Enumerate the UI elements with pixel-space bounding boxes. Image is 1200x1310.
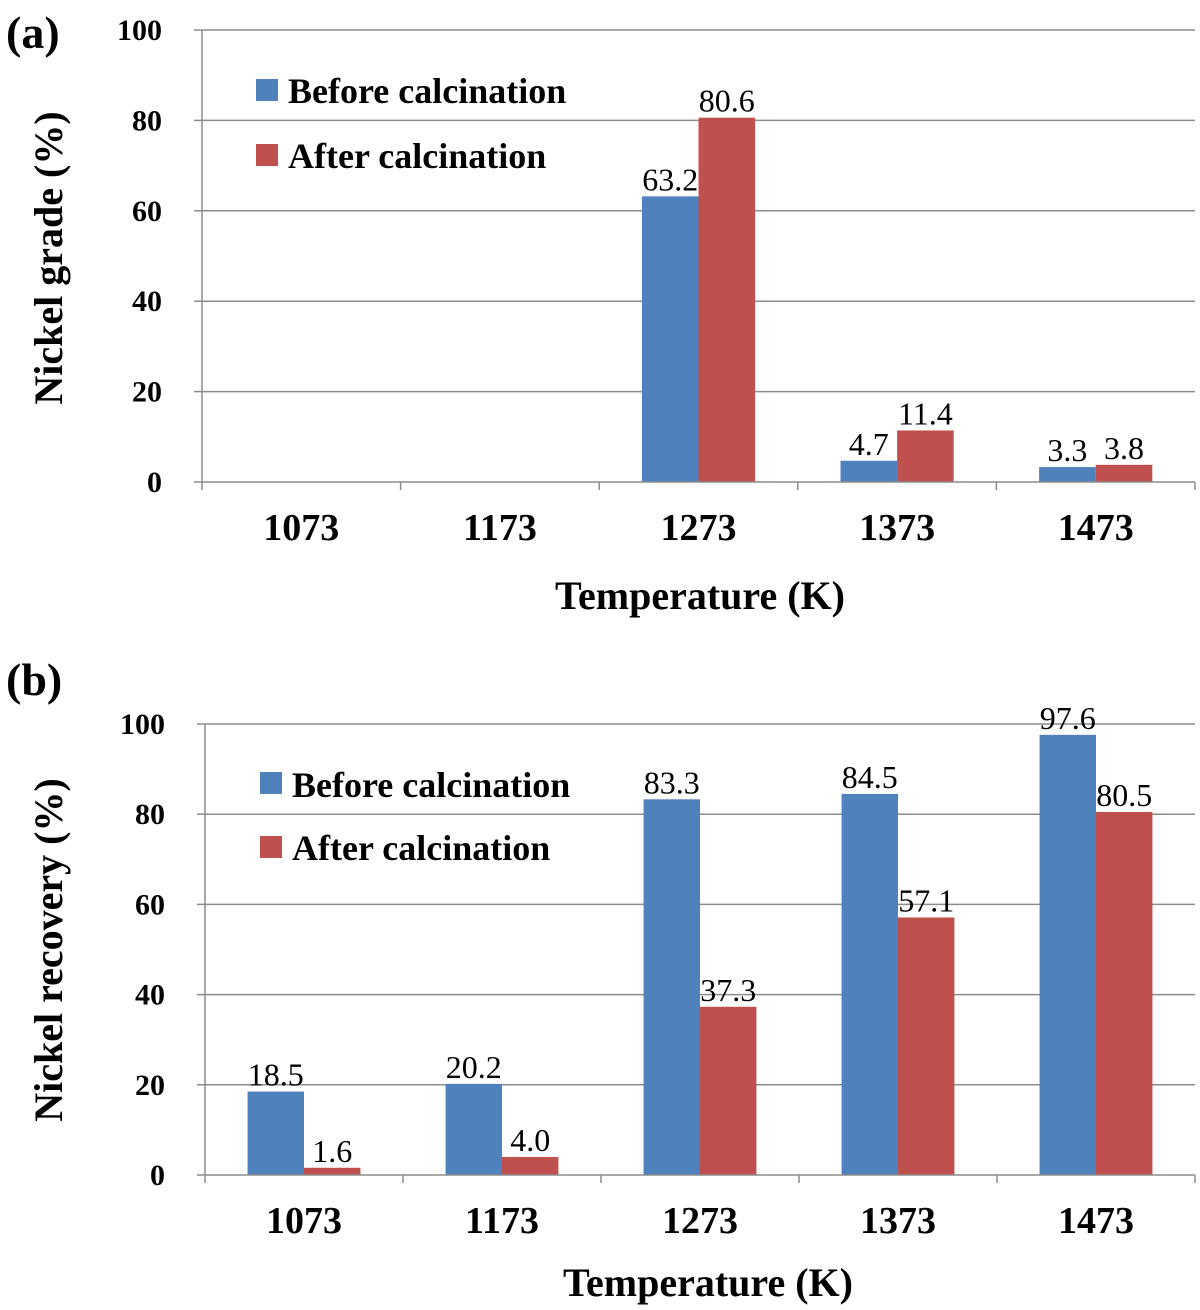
panel-b-data-label: 57.1 xyxy=(898,882,954,918)
panel-b-y-tick-label: 40 xyxy=(135,979,165,1012)
panel-a-x-tick-label: 1173 xyxy=(463,507,537,549)
panel-b-bar-before-1473 xyxy=(1039,734,1096,1175)
panel-a-y-tick-label: 60 xyxy=(132,195,162,228)
panel-a-bar-before-1373 xyxy=(840,460,898,482)
panel-b-label: (b) xyxy=(6,654,62,705)
panel-b-x-tick-label: 1173 xyxy=(465,1200,539,1242)
panel-b-bar-before-1173 xyxy=(445,1083,502,1175)
panel-a-y-tick-label: 100 xyxy=(117,14,162,47)
panel-b-x-tick-label: 1273 xyxy=(662,1200,738,1242)
panel-b-bar-after-1073 xyxy=(304,1167,361,1175)
legend-swatch-after xyxy=(256,144,278,166)
panel-a-x-tick-label: 1473 xyxy=(1058,507,1134,549)
panel-b-x-axis-title: Temperature (K) xyxy=(563,1260,853,1305)
panel-a-legend: Before calcination After calcination xyxy=(256,71,566,176)
panel-b-data-label: 83.3 xyxy=(644,764,700,800)
panel-b-x-tick-label: 1473 xyxy=(1058,1200,1134,1242)
panel-b-chart: 0 20 40 60 80 100 1073 1173 1273 1373 1473 18.5 20.… xyxy=(6,654,1196,1305)
panel-b-data-label: 37.3 xyxy=(700,972,756,1008)
panel-a-y-tick-label: 0 xyxy=(147,466,162,499)
legend-label-before: Before calcination xyxy=(288,71,566,111)
panel-b-data-label: 97.6 xyxy=(1040,700,1096,736)
panel-b-data-label: 18.5 xyxy=(248,1057,304,1093)
panel-a-data-label: 80.6 xyxy=(699,83,755,119)
panel-b-y-tick-label: 20 xyxy=(135,1069,165,1102)
legend-label-after: After calcination xyxy=(292,828,550,868)
panel-b-bar-before-1373 xyxy=(841,793,898,1175)
panel-b-data-label: 80.5 xyxy=(1096,777,1152,813)
panel-b-y-tick-label: 100 xyxy=(120,708,165,741)
panel-b-y-tick-label: 80 xyxy=(135,798,165,831)
legend-swatch-before xyxy=(260,772,282,794)
panel-a-data-label: 3.8 xyxy=(1104,430,1144,466)
panel-a-data-label: 4.7 xyxy=(849,426,889,462)
panel-a-x-tick-label: 1373 xyxy=(859,507,935,549)
panel-a-bar-after-1273 xyxy=(698,117,756,483)
panel-a-x-tick-label: 1273 xyxy=(661,507,737,549)
panel-a-x-axis-title: Temperature (K) xyxy=(555,573,845,618)
panel-a-data-label: 3.3 xyxy=(1047,432,1087,468)
panel-b-bar-after-1473 xyxy=(1096,811,1153,1175)
panel-a-bar-before-1473 xyxy=(1039,467,1096,482)
panel-a-data-label: 63.2 xyxy=(642,161,698,197)
panel-a-y-tick-label: 20 xyxy=(132,376,162,409)
panel-b-data-label: 20.2 xyxy=(446,1049,502,1085)
legend-label-after: After calcination xyxy=(288,136,546,176)
panel-b-x-tick-label: 1073 xyxy=(266,1200,342,1242)
panel-a-x-tick-label: 1073 xyxy=(263,507,339,549)
panel-b-x-tick-label: 1373 xyxy=(860,1200,936,1242)
legend-swatch-before xyxy=(256,79,278,101)
panel-a-data-label: 11.4 xyxy=(898,395,953,431)
panel-b-data-label: 1.6 xyxy=(312,1133,352,1169)
panel-a-bar-after-1473 xyxy=(1095,464,1153,482)
panel-a-y-axis-title: Nickel grade (%) xyxy=(26,111,71,404)
panel-b-y-tick-label: 60 xyxy=(135,888,165,921)
panel-b-bar-before-1073 xyxy=(247,1091,304,1175)
legend-label-before: Before calcination xyxy=(292,765,570,805)
panel-b-bar-before-1273 xyxy=(643,799,700,1175)
panel-a-y-tick-label: 40 xyxy=(132,285,162,318)
panel-a-chart: 0 20 40 60 80 100 1073 1173 1273 1373 1473 63.2 4.7… xyxy=(6,7,1196,618)
panel-b-bar-after-1173 xyxy=(502,1156,559,1175)
panel-a-label: (a) xyxy=(6,7,60,58)
panel-a-bar-after-1373 xyxy=(897,430,954,482)
panel-b-bar-after-1273 xyxy=(700,1006,757,1175)
panel-b-y-axis-title: Nickel recovery (%) xyxy=(26,778,71,1122)
panel-b-bar-after-1373 xyxy=(898,917,955,1175)
panel-a-bar-before-1273 xyxy=(641,196,699,482)
panel-b-y-tick-label: 0 xyxy=(150,1159,165,1192)
panel-b-data-label: 84.5 xyxy=(842,759,898,795)
legend-swatch-after xyxy=(260,836,282,858)
panel-b-data-label: 4.0 xyxy=(510,1122,550,1158)
panel-a-y-tick-label: 80 xyxy=(132,104,162,137)
panel-b-legend: Before calcination After calcination xyxy=(260,765,570,868)
